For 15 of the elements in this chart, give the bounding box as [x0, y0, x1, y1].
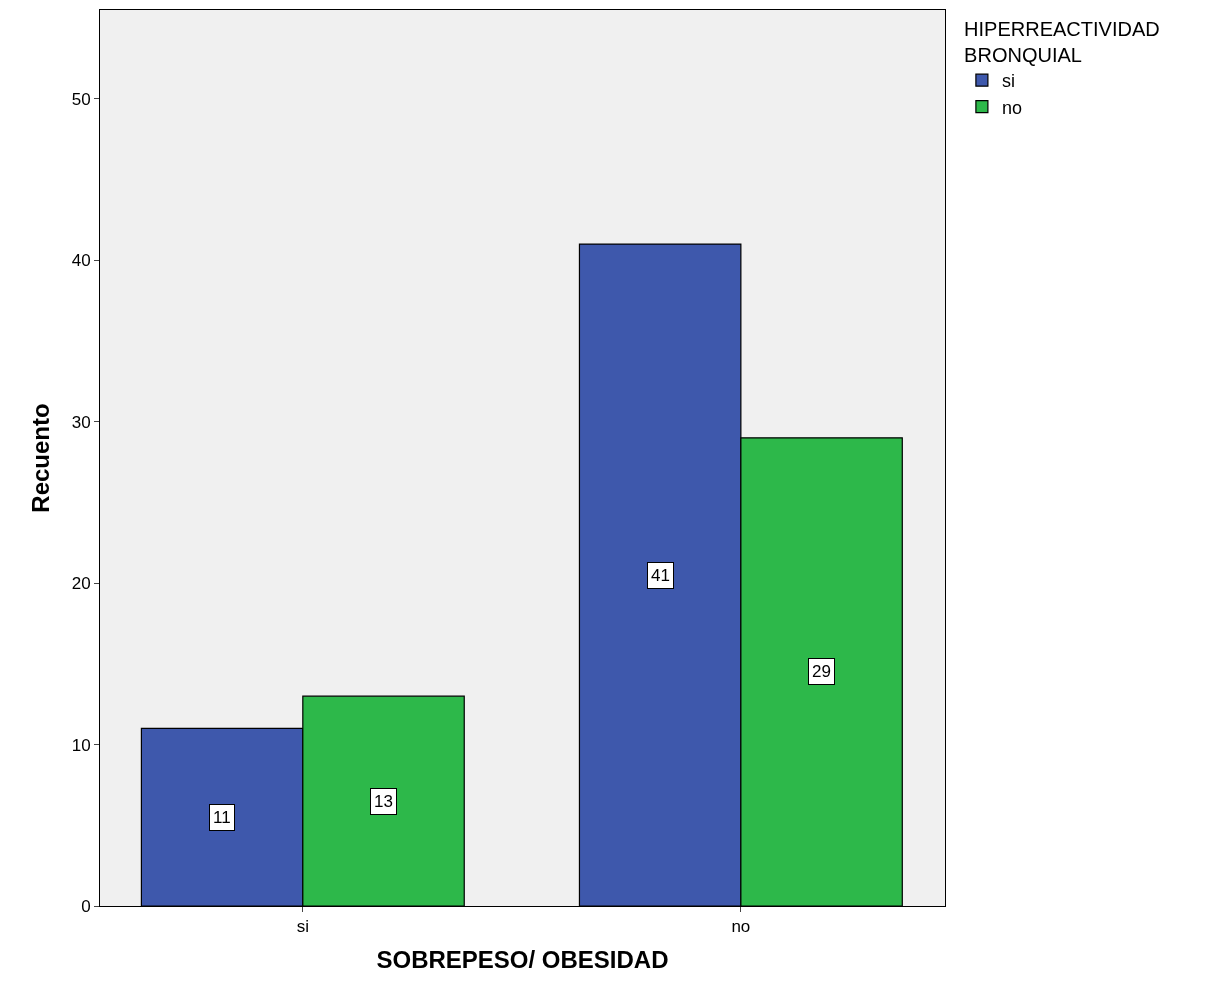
data-label: 13: [374, 792, 393, 811]
x-axis-title: SOBREPESO/ OBESIDAD: [376, 945, 669, 973]
legend-label: si: [1001, 71, 1015, 92]
legend-title: HIPERREACTIVIDAD BRONQUIAL: [964, 18, 1160, 66]
y-tick-label: 0: [81, 896, 91, 916]
y-tick-label: 50: [71, 89, 91, 109]
y-axis-title: Recuento: [26, 403, 54, 513]
y-tick-label: 10: [71, 735, 91, 755]
y-tick-label: 30: [71, 412, 91, 432]
data-label: 11: [213, 808, 231, 827]
y-tick-label: 20: [71, 574, 91, 594]
legend-label: no: [1001, 97, 1022, 118]
data-label: 41: [651, 566, 670, 585]
data-label: 29: [812, 662, 831, 681]
y-tick-label: 40: [71, 251, 91, 271]
